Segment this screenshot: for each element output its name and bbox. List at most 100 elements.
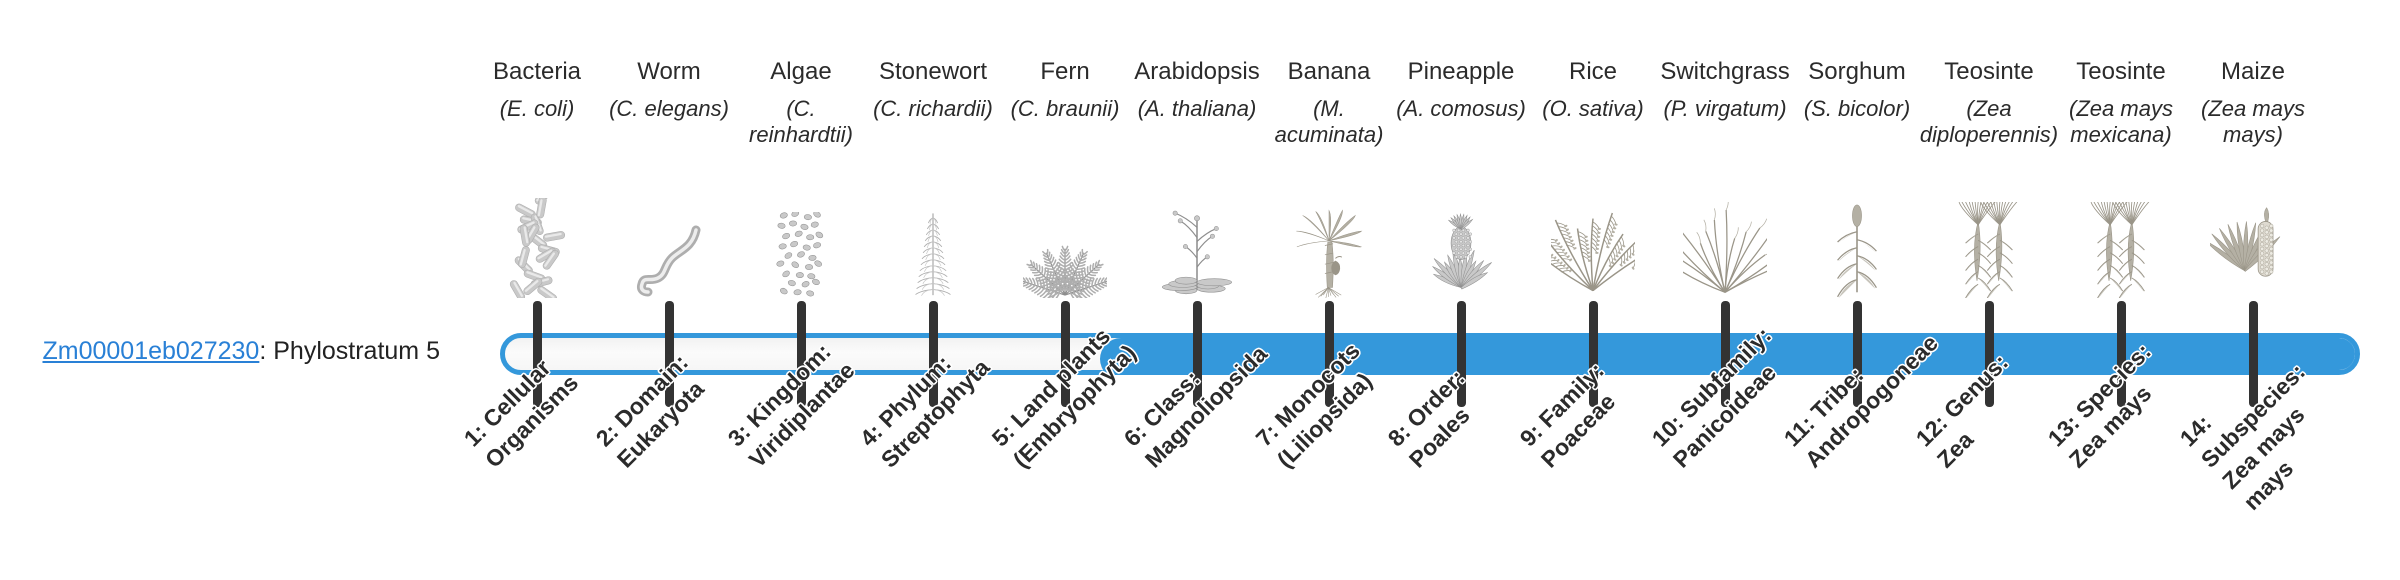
rice-plant-icon <box>1551 198 1635 298</box>
gene-phylostratum-label: Zm00001eb027230: Phylostratum 5 <box>0 336 440 366</box>
teosinte-mexicana-icon <box>2078 198 2164 298</box>
species-latin-name: (M. acuminata) <box>1274 96 1384 147</box>
species-common-name: Sorghum <box>1808 58 1906 85</box>
maize-ear-icon <box>2210 198 2296 298</box>
phylostratum-tick[interactable] <box>928 301 938 407</box>
species-common-name: Banana <box>1287 58 1371 85</box>
tick-column <box>1791 301 1923 407</box>
stratum-column: 2: Domain: Eukaryota <box>591 349 735 580</box>
phylostratum-tick[interactable] <box>532 301 542 407</box>
phylostratum-tick[interactable] <box>2116 301 2126 407</box>
phylostratum-bar[interactable] <box>500 333 2360 375</box>
phylostratum-tick[interactable] <box>1852 301 1862 407</box>
gene-label-separator: : <box>259 337 274 365</box>
species-latin-name: (A. comosus) <box>1396 96 1526 121</box>
stratum-column: 8: Order: Poales <box>1383 364 1527 580</box>
phylostratum-tick[interactable] <box>1720 301 1730 407</box>
phylostratum-tick-row <box>471 301 2319 407</box>
species-common-name: Arabidopsis <box>1134 58 1260 85</box>
species-column: Teosinte (Zea mays mexicana) <box>2055 58 2187 298</box>
species-common-name: Switchgrass <box>1660 58 1790 85</box>
phylostratum-tick[interactable] <box>1192 301 1202 407</box>
species-common-name: Stonewort <box>878 58 988 85</box>
tick-column <box>1395 301 1527 407</box>
species-common-name: Pineapple <box>1407 58 1515 85</box>
species-column: Rice (O. sativa) <box>1527 58 1659 298</box>
species-latin-name: (C. reinhardtii) <box>749 96 853 147</box>
fern-frond-icon <box>1023 198 1107 298</box>
stratum-column: 6: Class: Magnoliopsida <box>1119 340 1272 580</box>
species-header-row: Bacteria (E. coli) Worm (C. elegans) Algae (C… <box>471 58 2319 298</box>
species-latin-name: (A. thaliana) <box>1137 96 1257 121</box>
stratum-column: 11: Tribe: Andropogoneae <box>1779 330 1943 580</box>
species-common-name: Worm <box>637 58 701 85</box>
species-column: Algae (C. reinhardtii) <box>735 58 867 298</box>
nematode-worm-icon <box>630 198 708 298</box>
tick-column <box>1923 301 2055 407</box>
species-column: Fern (C. braunii) <box>999 58 1131 298</box>
species-column: Maize (Zea mays mays) <box>2187 58 2319 298</box>
species-column: Stonewort (C. richardii) <box>867 58 999 298</box>
pineapple-plant-icon <box>1420 198 1502 298</box>
stratum-column: 3: Kingdom: Viridiplantae <box>723 338 867 580</box>
species-latin-name: (C. richardii) <box>873 96 993 121</box>
banana-tree-icon <box>1288 198 1370 298</box>
species-common-name: Maize <box>2220 58 2286 85</box>
stonewort-plant-icon <box>893 198 973 298</box>
stratum-column: 10: Subfamily: Panicoideae <box>1647 322 1791 580</box>
tick-column <box>999 301 1131 407</box>
tick-column <box>2187 301 2319 407</box>
stratum-column: 5: Land plants (Embryophyta) <box>987 323 1141 580</box>
tick-column <box>735 301 867 407</box>
algae-cells-icon <box>761 198 841 298</box>
species-column: Banana (M. acuminata) <box>1263 58 1395 298</box>
species-column: Sorghum (S. bicolor) <box>1791 58 1923 298</box>
gene-id-link[interactable]: Zm00001eb027230 <box>42 337 260 365</box>
species-latin-name: (O. sativa) <box>1542 96 1644 121</box>
stratum-column: 7: Monocots (Liliopsida) <box>1251 337 1395 580</box>
species-common-name: Rice <box>1568 58 1617 85</box>
bacteria-rods-icon <box>497 198 577 298</box>
tick-column <box>1263 301 1395 407</box>
tick-column <box>2055 301 2187 407</box>
phylostratum-label-row: 1: Cellular Organisms 2: Domain: Eukaryot… <box>459 322 2319 580</box>
stratum-column: 1: Cellular Organisms <box>459 354 603 580</box>
gene-phylostratum-value: Phylostratum 5 <box>273 337 440 365</box>
species-latin-name: (C. elegans) <box>609 96 729 121</box>
phylostratum-tick[interactable] <box>1588 301 1598 407</box>
species-latin-name: (Zea mays mexicana) <box>2069 96 2173 147</box>
species-latin-name: (Zea diploperennis) <box>1919 96 2059 147</box>
stratum-column: 4: Phylum: Streptophyta <box>855 350 999 580</box>
tick-column <box>1527 301 1659 407</box>
tick-column <box>1131 301 1263 407</box>
species-common-name: Bacteria <box>492 58 582 85</box>
phylostratum-tick[interactable] <box>2248 301 2258 407</box>
species-column: Teosinte (Zea diploperennis) <box>1919 58 2059 298</box>
tick-column <box>471 301 603 407</box>
phylostratum-tick[interactable] <box>1324 301 1334 407</box>
species-common-name: Algae <box>770 58 832 85</box>
tick-column <box>867 301 999 407</box>
phylostratum-tick[interactable] <box>1456 301 1466 407</box>
phylostratum-tick[interactable] <box>796 301 806 407</box>
species-common-name: Teosinte <box>2076 58 2166 85</box>
species-latin-name: (S. bicolor) <box>1803 96 1911 121</box>
species-column: Worm (C. elegans) <box>603 58 735 298</box>
stratum-column: 14: Subspecies: Zea mays mays <box>2175 358 2319 580</box>
species-column: Bacteria (E. coli) <box>471 58 603 298</box>
sorghum-plant-icon <box>1815 198 1899 298</box>
species-column: Pineapple (A. comosus) <box>1395 58 1527 298</box>
phylostratum-tick[interactable] <box>664 301 674 407</box>
phylostratum-tick[interactable] <box>1984 301 1994 407</box>
phylostratum-tick[interactable] <box>1060 301 1070 407</box>
tick-column <box>1659 301 1791 407</box>
stratum-column: 13: Species: Zea mays <box>2043 338 2187 580</box>
species-latin-name: (P. virgatum) <box>1663 96 1787 121</box>
species-common-name: Fern <box>1040 58 1090 85</box>
phylostratum-bar-track <box>500 333 2360 375</box>
species-latin-name: (Zea mays mays) <box>2201 96 2305 147</box>
arabidopsis-plant-icon <box>1157 198 1237 298</box>
species-common-name: Teosinte <box>1944 58 2034 85</box>
species-column: Switchgrass (P. virgatum) <box>1659 58 1791 298</box>
